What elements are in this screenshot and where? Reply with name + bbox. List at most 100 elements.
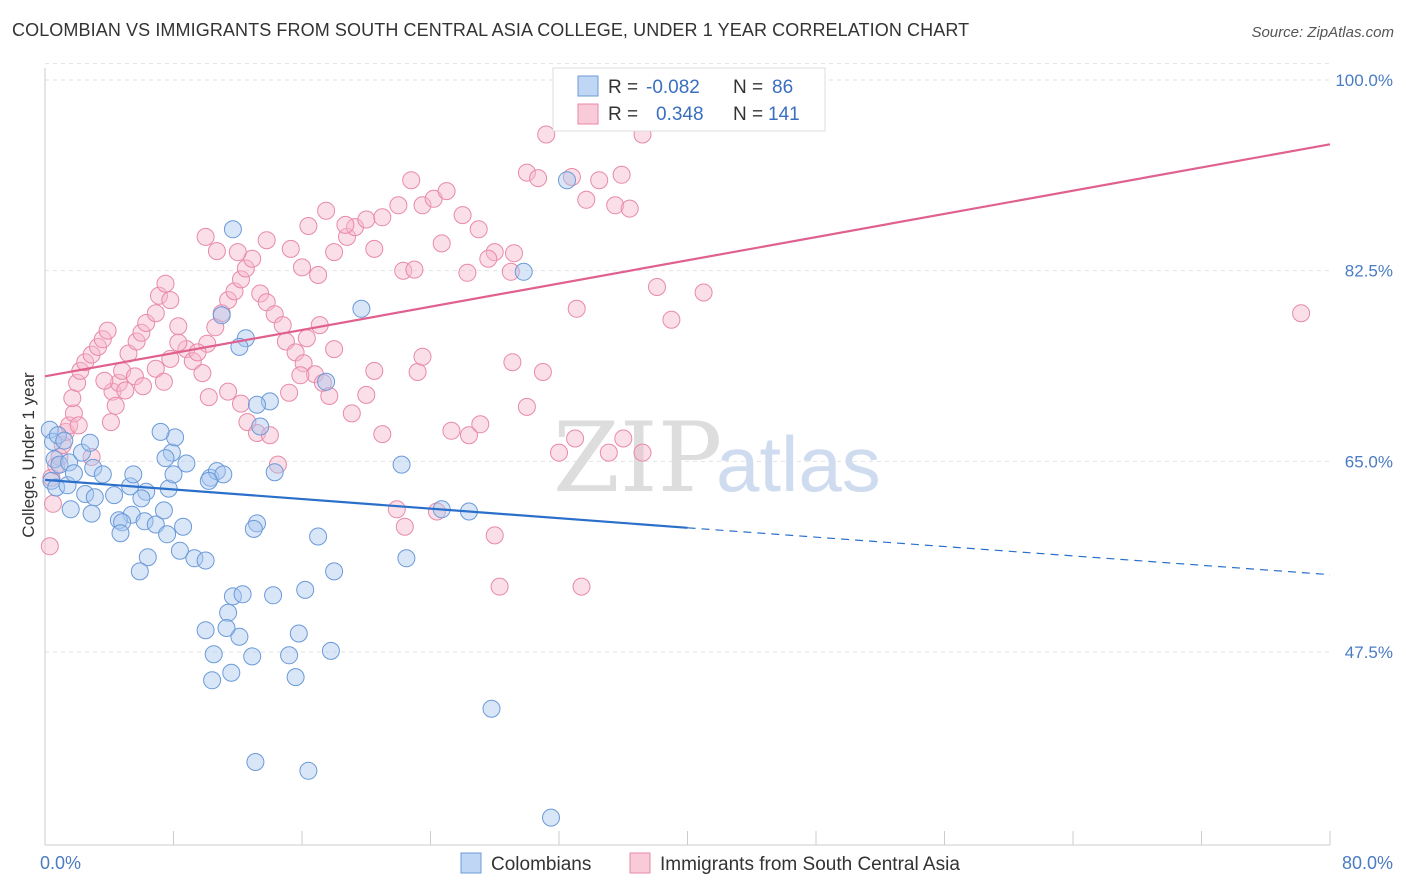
colombians-point-24 — [132, 489, 151, 508]
y-tick-labels: 47.5% 65.0% 82.5% 100.0% — [1335, 71, 1393, 662]
colombians-point-53 — [203, 671, 222, 690]
immigrants-point-79 — [387, 500, 406, 519]
immigrants-point-111 — [389, 196, 408, 215]
colombians-point-31 — [138, 548, 157, 567]
colombians-point-15 — [76, 485, 95, 503]
trend-lines — [44, 143, 1331, 576]
colombians-point-75 — [248, 395, 266, 414]
immigrants-point-131 — [207, 242, 226, 261]
immigrants-point-37 — [232, 270, 250, 289]
colombians-point-38 — [151, 422, 170, 441]
immigrants-point-57 — [134, 377, 152, 396]
immigrants-point-94 — [572, 577, 591, 596]
immigrants-point-137 — [405, 260, 424, 279]
immigrants-point-141 — [505, 244, 523, 263]
immigrants-point-40 — [251, 284, 270, 303]
colombians-point-16 — [85, 488, 104, 507]
immigrants-point-110 — [373, 208, 392, 227]
colombians-point-49 — [219, 603, 238, 622]
colombians-point-27 — [111, 524, 130, 543]
immigrants-point-109 — [357, 210, 376, 229]
immigrants-point-125 — [590, 171, 609, 190]
colombians-point-68 — [325, 562, 344, 581]
immigrants-point-139 — [458, 263, 477, 282]
immigrants-point-76 — [357, 385, 376, 404]
axes — [44, 68, 1331, 846]
colombians-point-8 — [47, 478, 66, 497]
immigrants-point-63 — [199, 388, 218, 407]
colombians-point-13 — [84, 458, 103, 477]
immigrants-point-85 — [460, 426, 478, 445]
immigrants-point-8 — [64, 404, 83, 423]
immigrants-point-100 — [694, 283, 713, 302]
y-axis-label: College, Under 1 year — [19, 372, 38, 538]
immigrants-point-59 — [154, 372, 173, 391]
immigrants-point-138 — [432, 234, 451, 253]
immigrants-point-87 — [485, 526, 504, 545]
immigrants-point-49 — [320, 387, 339, 405]
immigrants-point-134 — [336, 215, 355, 234]
legend-r-value-immigrants: 0.348 — [656, 104, 704, 125]
immigrants-point-142 — [1292, 304, 1311, 323]
trend-line-immigrants — [44, 143, 1331, 378]
x-tick-label-1: 80.0% — [1342, 853, 1393, 873]
colombians-point-69 — [321, 641, 340, 660]
colombians-point-4 — [45, 450, 64, 469]
immigrants-point-115 — [437, 182, 456, 201]
colombians-point-21 — [124, 465, 143, 484]
immigrants-point-121 — [529, 169, 548, 188]
immigrants-point-103 — [281, 239, 300, 258]
series-legend: Colombians Immigrants from South Central… — [460, 852, 960, 875]
immigrants-point-72 — [297, 329, 316, 348]
immigrants-point-31 — [193, 364, 212, 383]
colombians-point-28 — [135, 512, 154, 531]
legend-swatch-colombians — [577, 75, 599, 97]
immigrants-point-126 — [606, 196, 625, 215]
watermark-zip: ZIP — [553, 402, 722, 514]
x-tick-label-0: 0.0% — [40, 853, 81, 873]
immigrants-point-28 — [169, 317, 188, 336]
colombians-point-86 — [514, 262, 533, 281]
colombians-point-57 — [233, 585, 252, 604]
immigrants-point-75 — [342, 404, 361, 423]
colombians-point-48 — [196, 621, 215, 640]
colombians-point-79 — [392, 455, 411, 474]
colombians-point-63 — [289, 624, 308, 643]
immigrants-point-143 — [567, 299, 586, 318]
colombians-point-65 — [246, 753, 265, 771]
colombians-point-58 — [248, 514, 266, 533]
colombians-point-42 — [170, 541, 189, 560]
immigrants-point-30 — [183, 352, 202, 371]
legend-n-value-immigrants: 141 — [768, 104, 800, 125]
immigrants-point-23 — [137, 314, 156, 332]
colombians-point-84 — [542, 808, 560, 827]
colombians-point-78 — [352, 299, 371, 318]
immigrants-point-1 — [44, 494, 62, 513]
immigrants-point-86 — [471, 415, 490, 434]
immigrants-point-117 — [469, 220, 488, 239]
colombians-point-62 — [286, 668, 305, 687]
legend-n-value-colombians: 86 — [772, 77, 793, 98]
immigrants-point-118 — [485, 243, 504, 262]
immigrants-point-91 — [533, 363, 552, 381]
colombians-point-3 — [55, 431, 74, 450]
immigrants-point-83 — [427, 502, 446, 521]
immigrants-point-122 — [537, 125, 556, 144]
immigrants-point-88 — [490, 577, 509, 596]
colombians-point-54 — [217, 619, 236, 637]
colombians-point-43 — [185, 549, 204, 568]
immigrants-point-15 — [93, 330, 112, 349]
immigrants-point-140 — [479, 249, 498, 268]
immigrants-point-82 — [413, 347, 432, 366]
immigrants-point-16 — [98, 321, 117, 340]
colombians-point-87 — [212, 306, 231, 325]
colombians-point-14 — [93, 465, 112, 484]
gridlines — [45, 63, 1330, 653]
immigrants-point-113 — [413, 196, 432, 215]
y-tick-label-0: 47.5% — [1345, 643, 1393, 662]
colombians-point-77 — [317, 372, 336, 391]
bottom-legend-label-colombians: Colombians — [491, 854, 591, 875]
immigrants-point-22 — [132, 323, 151, 342]
colombians-point-12 — [81, 433, 99, 452]
immigrants-point-81 — [408, 363, 427, 381]
